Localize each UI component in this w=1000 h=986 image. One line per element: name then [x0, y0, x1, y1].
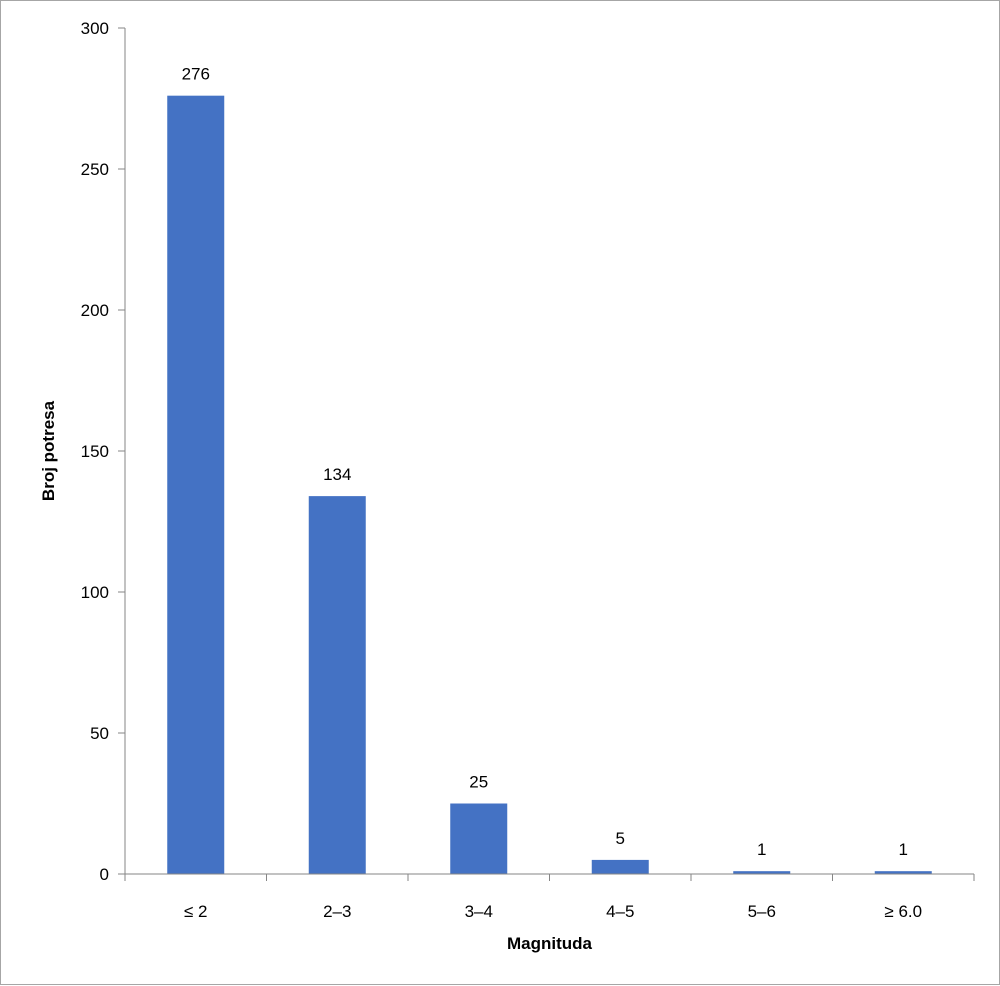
bar — [733, 871, 791, 874]
y-ticks: 0 50 100 150 200 250 300 — [81, 19, 125, 884]
bar-value-label: 25 — [469, 773, 488, 792]
x-tick-label: 5–6 — [748, 902, 776, 921]
y-tick-label: 250 — [81, 160, 109, 179]
y-tick-label: 0 — [100, 865, 109, 884]
bar-value-label: 134 — [323, 465, 351, 484]
data-labels: 276 134 25 5 1 1 — [182, 65, 908, 859]
x-tick-label: 3–4 — [465, 902, 493, 921]
y-tick-label: 200 — [81, 301, 109, 320]
bars-layer — [167, 95, 932, 875]
x-tick-label: 4–5 — [606, 902, 634, 921]
x-tick-label: ≥ 6.0 — [884, 902, 922, 921]
x-ticks: ≤ 2 2–3 3–4 4–5 5–6 ≥ 6.0 — [124, 874, 975, 921]
bar — [874, 871, 932, 874]
y-tick-label: 300 — [81, 19, 109, 38]
x-tick-label: ≤ 2 — [184, 902, 208, 921]
y-tick-label: 100 — [81, 583, 109, 602]
y-axis-title: Broj potresa — [39, 400, 58, 501]
x-tick-label: 2–3 — [323, 902, 351, 921]
bar-value-label: 5 — [616, 829, 625, 848]
axes-layer — [124, 28, 974, 875]
bar — [308, 496, 366, 874]
x-axis-title: Magnituda — [507, 934, 593, 953]
y-tick-label: 150 — [81, 442, 109, 461]
bar-value-label: 1 — [899, 840, 908, 859]
bar — [167, 95, 225, 875]
y-tick-label: 50 — [90, 724, 109, 743]
bar — [450, 803, 508, 874]
bar-value-label: 276 — [182, 65, 210, 84]
bar — [591, 859, 649, 874]
bar-value-label: 1 — [757, 840, 766, 859]
